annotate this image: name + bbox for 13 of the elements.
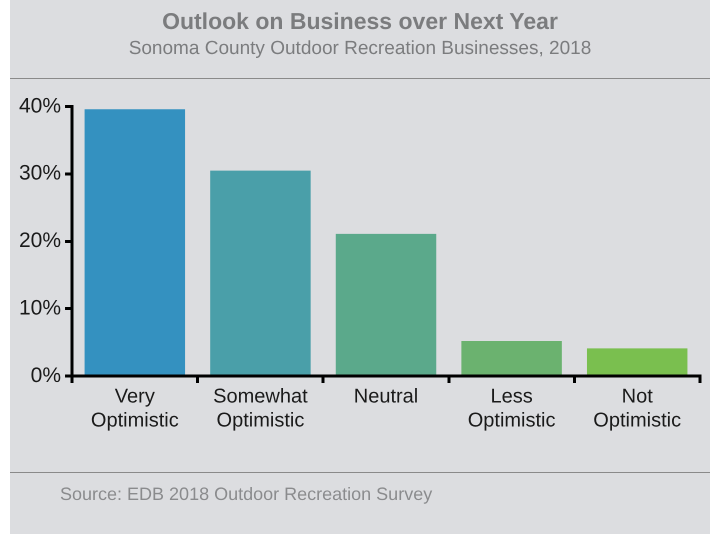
x-tick-label: Very Optimistic	[90, 386, 179, 432]
y-tick-label: 0%	[30, 364, 62, 387]
x-tick-label: Neutral	[354, 386, 418, 408]
y-tick-label: 20%	[19, 229, 62, 252]
x-tick-label: Less Optimistic	[468, 386, 556, 432]
y-tick-label: 30%	[19, 162, 62, 185]
x-tick-label: Somewhat Optimistic	[213, 386, 308, 432]
y-tick-label: 40%	[19, 94, 62, 118]
x-tick-label: Not Optimistic	[593, 386, 682, 432]
chart-title: Outlook on Business over Next Year	[161, 8, 559, 35]
source-note: Source: EDB 2018 Outdoor Recreation Survey	[60, 484, 432, 505]
y-tick-label: 10%	[19, 296, 62, 320]
chart-subtitle: Sonoma County Outdoor Recreation Businesses, 2018	[128, 38, 592, 60]
